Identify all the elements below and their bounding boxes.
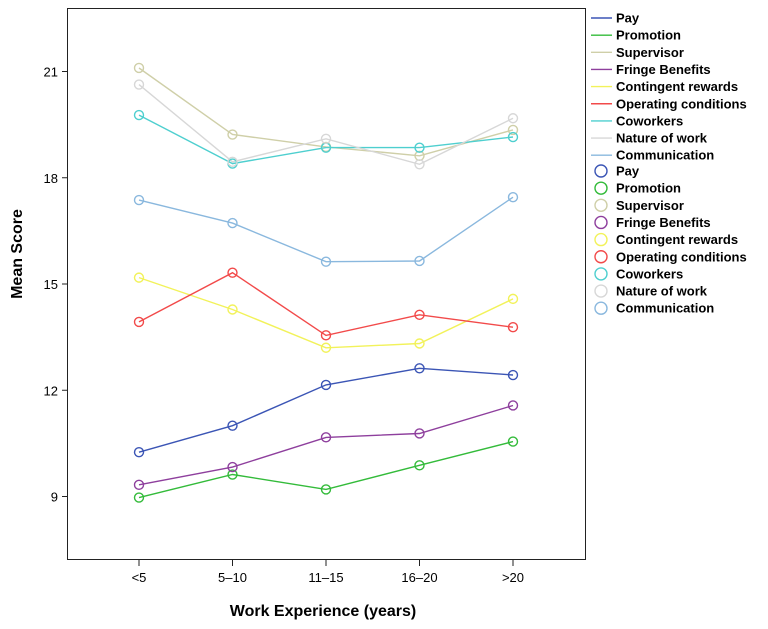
data-point-coworkers <box>133 109 145 121</box>
series-line-operating-conditions <box>138 271 514 337</box>
data-point-fringe-benefits <box>414 428 425 439</box>
data-point-pay <box>320 379 332 391</box>
legend-marker-label: Operating conditions <box>616 249 747 264</box>
data-point-nature-of-work <box>133 79 145 90</box>
data-point-operating-conditions <box>507 322 519 333</box>
data-point-pay <box>507 369 519 381</box>
x-tick-label: 16–20 <box>401 570 437 585</box>
x-axis-ticks: <5 5–10 11–15 16–20 >20 <box>132 560 524 585</box>
legend-line-label: Fringe Benefits <box>616 62 711 77</box>
data-point-contingent-rewards <box>320 342 332 353</box>
series-line-pay <box>138 367 514 453</box>
legend-marker-label: Promotion <box>616 181 681 196</box>
data-point-contingent-rewards <box>227 304 238 315</box>
y-tick-label: 21 <box>44 65 58 80</box>
data-point-operating-conditions <box>414 309 425 321</box>
y-tick-label: 12 <box>44 383 58 398</box>
legend-marker-label: Fringe Benefits <box>616 215 711 230</box>
series-line-supervisor <box>138 67 514 157</box>
legend-marker-swatch <box>594 232 608 247</box>
data-point-operating-conditions <box>320 330 332 341</box>
data-point-nature-of-work <box>507 113 519 124</box>
series-line-communication <box>138 196 514 263</box>
legend-marker-label: Contingent rewards <box>616 232 738 247</box>
data-point-operating-conditions <box>133 316 145 328</box>
legend-marker-label: Supervisor <box>616 198 684 213</box>
data-point-contingent-rewards <box>507 293 519 305</box>
data-point-supervisor <box>507 124 519 136</box>
data-point-communication <box>414 255 425 267</box>
legend-line-label: Operating conditions <box>616 96 747 111</box>
data-point-promotion <box>227 469 238 480</box>
series-points <box>133 62 519 503</box>
legend-line-label: Promotion <box>616 28 681 43</box>
legend-line-label: Supervisor <box>616 45 684 60</box>
y-tick-label: 15 <box>44 277 58 292</box>
legend-marker-swatch <box>594 284 608 298</box>
data-point-pay <box>227 420 238 431</box>
data-point-contingent-rewards <box>414 338 425 349</box>
data-point-fringe-benefits <box>133 479 145 491</box>
data-point-communication <box>320 256 332 267</box>
data-point-coworkers <box>507 131 519 143</box>
legend-marker-swatch <box>594 215 608 230</box>
series-line-coworkers <box>138 114 514 165</box>
data-point-contingent-rewards <box>133 272 145 283</box>
legend-marker-swatch <box>594 181 608 195</box>
legend-line-label: Communication <box>616 148 714 163</box>
y-axis-ticks: 9 12 15 18 21 <box>44 65 68 505</box>
legend-line-label: Pay <box>616 11 640 26</box>
data-point-nature-of-work <box>227 156 238 168</box>
data-point-supervisor <box>133 62 145 74</box>
data-point-communication <box>133 194 145 206</box>
data-point-promotion <box>133 492 145 503</box>
x-tick-label: <5 <box>132 570 147 585</box>
series-lines <box>138 67 514 499</box>
y-axis-title: Mean Score <box>9 209 26 299</box>
data-point-fringe-benefits <box>507 400 519 411</box>
y-tick-label: 9 <box>51 490 58 505</box>
legend-marker-label: Pay <box>616 164 640 179</box>
data-point-promotion <box>507 436 519 447</box>
data-point-pay <box>133 447 145 458</box>
series-line-contingent-rewards <box>138 276 514 349</box>
x-axis-title: Work Experience (years) <box>230 603 416 620</box>
data-point-fringe-benefits <box>320 432 332 443</box>
y-tick-label: 18 <box>44 171 58 186</box>
legend-marker-swatch <box>594 164 608 178</box>
data-point-supervisor <box>227 129 238 140</box>
legend-marker-swatch <box>594 301 608 315</box>
x-tick-label: 5–10 <box>218 570 247 585</box>
legend-line-label: Nature of work <box>616 131 708 146</box>
legend-marker-swatch <box>594 250 608 264</box>
plot-frame <box>67 8 586 560</box>
legend-marker-label: Coworkers <box>616 266 683 281</box>
data-point-nature-of-work <box>320 133 332 144</box>
data-point-pay <box>414 363 425 374</box>
x-tick-label: >20 <box>502 570 524 585</box>
data-point-coworkers <box>414 142 425 153</box>
data-point-nature-of-work <box>414 159 425 170</box>
series-line-promotion <box>138 440 514 499</box>
legend-line-label: Coworkers <box>616 113 683 128</box>
legend-line-label: Contingent rewards <box>616 79 738 94</box>
data-point-communication <box>507 192 519 203</box>
data-point-communication <box>227 217 238 229</box>
legend-marker-swatch <box>594 198 608 213</box>
data-point-promotion <box>320 484 332 495</box>
data-point-operating-conditions <box>227 267 238 278</box>
x-tick-label: 11–15 <box>308 570 343 585</box>
legend: Pay Promotion Supervisor Fringe Benefits Con… <box>591 11 747 316</box>
legend-marker-label: Communication <box>616 301 714 316</box>
legend-marker-swatch <box>594 267 608 281</box>
legend-marker-label: Nature of work <box>616 284 708 299</box>
series-line-nature-of-work <box>138 84 514 166</box>
data-point-fringe-benefits <box>227 461 238 473</box>
series-line-fringe-benefits <box>138 404 514 486</box>
data-point-promotion <box>414 460 425 471</box>
